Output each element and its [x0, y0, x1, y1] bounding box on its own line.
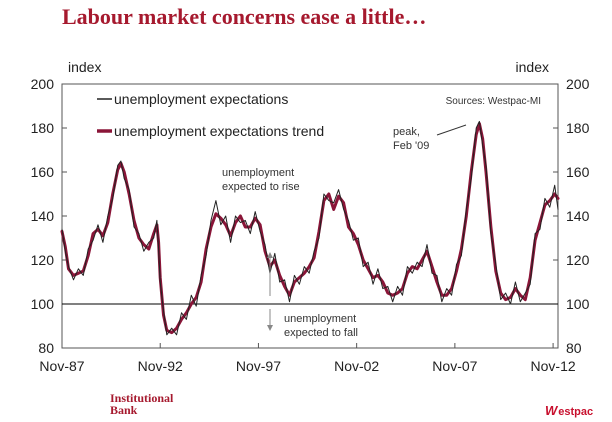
- annotation-peak-line1: peak,: [393, 126, 420, 138]
- x-tick-label: Nov-92: [138, 358, 183, 374]
- x-tick-label: Nov-02: [334, 358, 379, 374]
- y-tick-label-left: 160: [31, 164, 55, 180]
- westpac-logo: Westpac: [545, 403, 593, 418]
- y-tick-label-right: 200: [566, 76, 590, 92]
- y-tick-label-right: 80: [566, 340, 582, 356]
- annotation-fall-line2: expected to fall: [284, 327, 358, 339]
- y-tick-label-right: 160: [566, 164, 590, 180]
- legend: unemployment expectations unemployment e…: [97, 91, 324, 139]
- annotation-rise-line2: expected to rise: [222, 181, 300, 193]
- y-tick-label-left: 180: [31, 120, 55, 136]
- x-tick-label: Nov-07: [432, 358, 477, 374]
- y-tick-label-left: 200: [31, 76, 55, 92]
- y-tick-label-left: 100: [31, 296, 55, 312]
- brand-left-line2: Bank: [110, 403, 138, 417]
- legend-label-expectations: unemployment expectations: [114, 91, 288, 107]
- annotation-peak-line2: Feb '09: [393, 140, 429, 152]
- series-layer: [60, 120, 560, 336]
- y-tick-label-left: 140: [31, 208, 55, 224]
- slide-title: Labour market concerns ease a little…: [62, 4, 427, 29]
- y-tick-label-right: 180: [566, 120, 590, 136]
- y-tick-label-right: 120: [566, 252, 590, 268]
- x-tick-label: Nov-12: [531, 358, 576, 374]
- annotation-rise-line1: unemployment: [222, 167, 294, 179]
- x-ticks: Nov-87 Nov-92 Nov-97 Nov-02 Nov-07 Nov-12: [39, 343, 576, 374]
- arrow-down-head: [267, 325, 273, 331]
- y-tick-label-right: 100: [566, 296, 590, 312]
- annotation-rise: unemployment expected to rise: [222, 167, 300, 296]
- y-tick-label-right: 140: [566, 208, 590, 224]
- series-line-trend: [60, 122, 560, 335]
- x-tick-label: Nov-97: [236, 358, 281, 374]
- peak-pointer: [436, 124, 467, 136]
- y-ticks: 80 80 100 100 120 120 140 140 160 160 180 180 200 200: [31, 76, 590, 356]
- annotation-peak: peak, Feb '09: [393, 124, 467, 152]
- annotation-fall-line1: unemployment: [284, 313, 356, 325]
- brand-left-line1: Institutional: [110, 391, 174, 405]
- y-tick-label-left: 120: [31, 252, 55, 268]
- annotation-fall: unemployment expected to fall: [267, 309, 358, 339]
- westpac-w-mark: W: [545, 403, 558, 418]
- y-tick-label-left: 80: [38, 340, 54, 356]
- series-line-expectations: [61, 120, 559, 336]
- x-tick-label: Nov-87: [39, 358, 84, 374]
- legend-label-trend: unemployment expectations trend: [114, 123, 324, 139]
- right-axis-unit: index: [516, 59, 549, 75]
- westpac-wordmark: estpac: [558, 406, 594, 418]
- source-note: Sources: Westpac-MI: [446, 96, 541, 107]
- left-axis-unit: index: [68, 59, 101, 75]
- institutional-bank-logo: Institutional Bank: [110, 392, 173, 416]
- arrow-up-head: [267, 252, 273, 258]
